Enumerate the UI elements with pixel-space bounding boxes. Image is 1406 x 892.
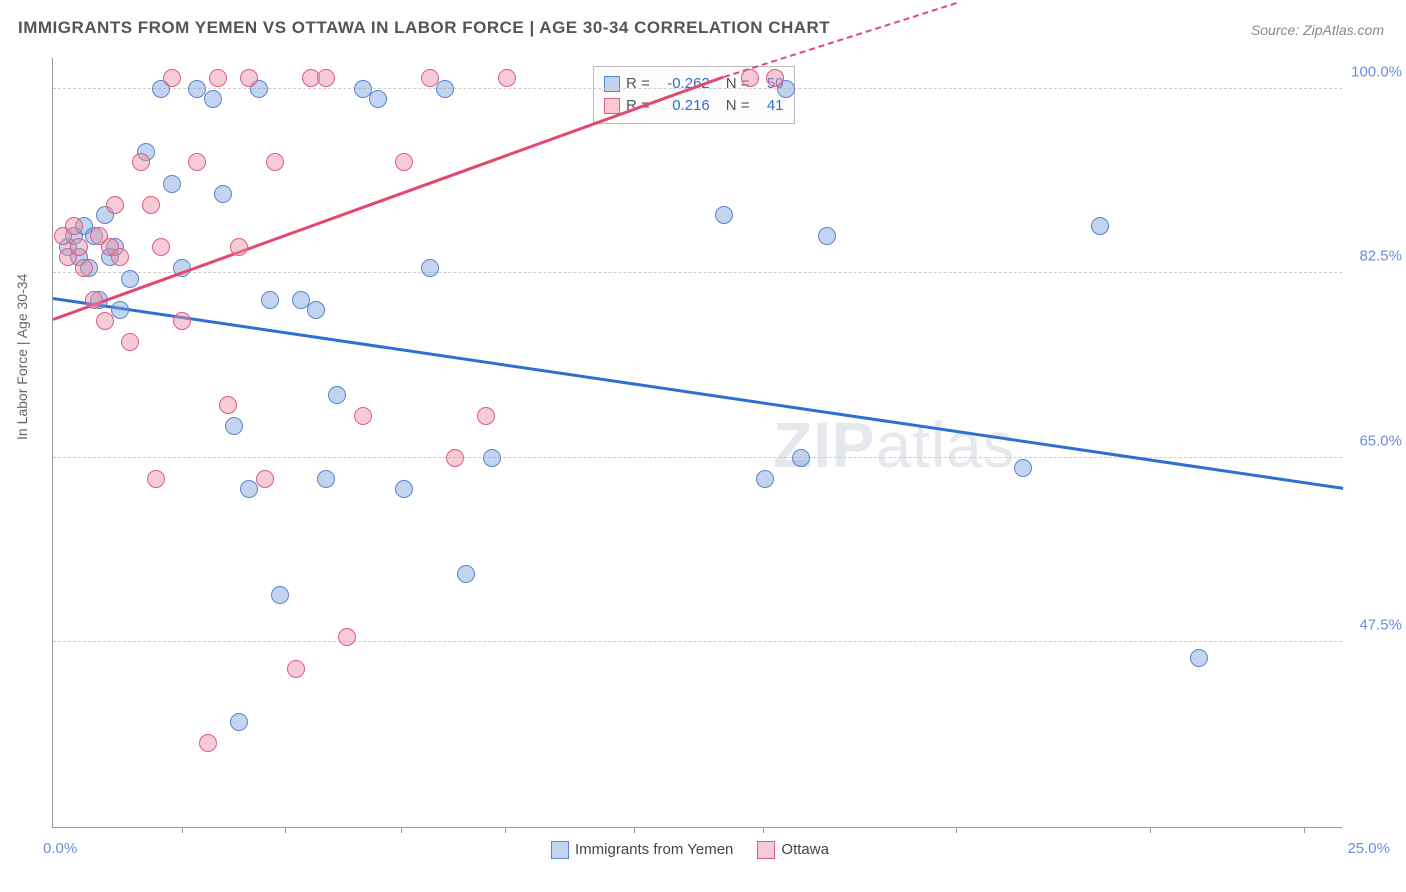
data-point xyxy=(219,396,237,414)
x-tick xyxy=(401,827,402,833)
y-tick-label: 100.0% xyxy=(1347,63,1402,80)
data-point xyxy=(715,206,733,224)
x-tick xyxy=(182,827,183,833)
data-point xyxy=(766,69,784,87)
data-point xyxy=(173,312,191,330)
data-point xyxy=(111,248,129,266)
legend-series-label: Ottawa xyxy=(781,841,829,858)
data-point xyxy=(477,407,495,425)
legend-series-item: Ottawa xyxy=(757,841,829,859)
data-point xyxy=(483,449,501,467)
data-point xyxy=(436,80,454,98)
y-tick-label: 47.5% xyxy=(1347,617,1402,634)
x-tick xyxy=(1304,827,1305,833)
data-point xyxy=(446,449,464,467)
trend-line xyxy=(53,297,1343,489)
correlation-legend: R =-0.262N =50R =0.216N =41 xyxy=(593,66,795,124)
data-point xyxy=(1190,649,1208,667)
legend-swatch xyxy=(604,98,620,114)
data-point xyxy=(147,470,165,488)
data-point xyxy=(307,301,325,319)
source-attribution: Source: ZipAtlas.com xyxy=(1251,22,1384,38)
data-point xyxy=(421,69,439,87)
data-point xyxy=(741,69,759,87)
legend-swatch xyxy=(757,841,775,859)
x-tick xyxy=(1150,827,1151,833)
gridline xyxy=(53,641,1342,642)
y-tick-label: 82.5% xyxy=(1347,248,1402,265)
x-axis-right-label: 25.0% xyxy=(1347,840,1390,857)
gridline xyxy=(53,88,1342,89)
data-point xyxy=(199,734,217,752)
data-point xyxy=(225,417,243,435)
data-point xyxy=(421,259,439,277)
data-point xyxy=(256,470,274,488)
legend-swatch xyxy=(551,841,569,859)
n-label: N = xyxy=(726,95,750,117)
data-point xyxy=(395,480,413,498)
scatter-plot-area: ZIPatlas R =-0.262N =50R =0.216N =41 Imm… xyxy=(52,58,1342,828)
series-legend: Immigrants from Yemen Ottawa xyxy=(551,841,829,859)
data-point xyxy=(163,175,181,193)
data-point xyxy=(261,291,279,309)
data-point xyxy=(1091,217,1109,235)
data-point xyxy=(163,69,181,87)
data-point xyxy=(85,291,103,309)
y-axis-label: In Labor Force | Age 30-34 xyxy=(14,274,30,440)
y-tick-label: 65.0% xyxy=(1347,432,1402,449)
watermark-text: ZIPatlas xyxy=(773,408,1016,482)
data-point xyxy=(395,153,413,171)
data-point xyxy=(271,586,289,604)
data-point xyxy=(266,153,284,171)
data-point xyxy=(1014,459,1032,477)
data-point xyxy=(317,470,335,488)
data-point xyxy=(240,480,258,498)
data-point xyxy=(70,238,88,256)
data-point xyxy=(317,69,335,87)
legend-swatch xyxy=(604,76,620,92)
data-point xyxy=(121,333,139,351)
data-point xyxy=(152,238,170,256)
data-point xyxy=(369,90,387,108)
data-point xyxy=(792,449,810,467)
data-point xyxy=(328,386,346,404)
data-point xyxy=(354,407,372,425)
n-value: 41 xyxy=(756,95,784,117)
data-point xyxy=(818,227,836,245)
data-point xyxy=(214,185,232,203)
data-point xyxy=(230,713,248,731)
data-point xyxy=(96,312,114,330)
r-label: R = xyxy=(626,73,650,95)
data-point xyxy=(65,217,83,235)
x-axis-left-label: 0.0% xyxy=(43,840,77,857)
data-point xyxy=(132,153,150,171)
legend-series-label: Immigrants from Yemen xyxy=(575,841,733,858)
data-point xyxy=(111,301,129,319)
data-point xyxy=(209,69,227,87)
data-point xyxy=(75,259,93,277)
data-point xyxy=(121,270,139,288)
data-point xyxy=(106,196,124,214)
data-point xyxy=(204,90,222,108)
x-tick xyxy=(505,827,506,833)
x-tick xyxy=(634,827,635,833)
data-point xyxy=(338,628,356,646)
data-point xyxy=(142,196,160,214)
legend-series-item: Immigrants from Yemen xyxy=(551,841,733,859)
data-point xyxy=(240,69,258,87)
data-point xyxy=(188,153,206,171)
x-tick xyxy=(956,827,957,833)
x-tick xyxy=(285,827,286,833)
gridline xyxy=(53,272,1342,273)
data-point xyxy=(287,660,305,678)
legend-stat-row: R =0.216N =41 xyxy=(604,95,784,117)
data-point xyxy=(230,238,248,256)
data-point xyxy=(457,565,475,583)
trend-line-extrapolated xyxy=(723,2,956,78)
data-point xyxy=(498,69,516,87)
x-tick xyxy=(763,827,764,833)
data-point xyxy=(756,470,774,488)
chart-title: IMMIGRANTS FROM YEMEN VS OTTAWA IN LABOR… xyxy=(18,18,830,38)
